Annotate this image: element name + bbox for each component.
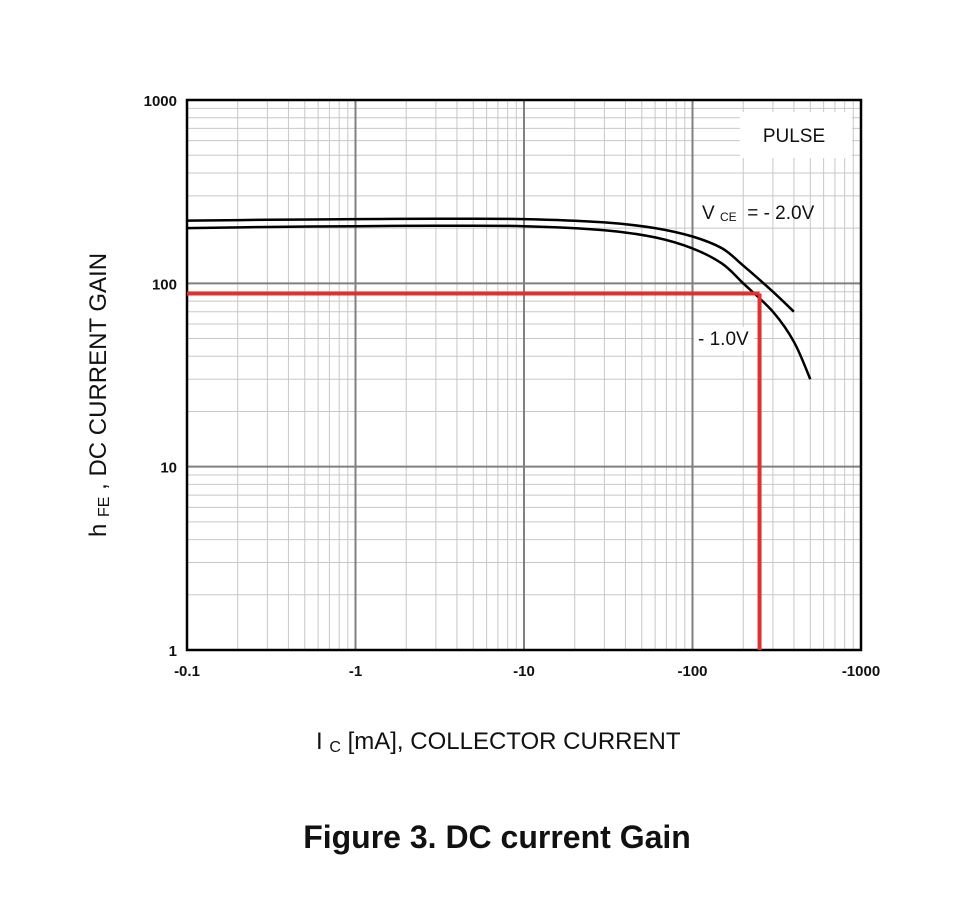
x-axis-title-sub: C (329, 739, 341, 756)
series-label-vce-2v-prefix: V (702, 203, 715, 224)
x-tick-labels: -0.1 -1 -10 -100 -1000 (174, 663, 880, 680)
x-axis-title: I C [mA], COLLECTOR CURRENT (316, 728, 681, 758)
y-tick-label: 100 (152, 276, 177, 293)
reference-lines (187, 291, 762, 650)
series-line-0 (186, 217, 795, 313)
y-tick-label: 10 (160, 460, 177, 477)
y-axis-title-sub: FE (96, 497, 113, 517)
series-layer (186, 217, 812, 380)
y-axis-title: h FE , DC CURRENT GAIN (85, 253, 115, 537)
series-label-1v: - 1.0V (698, 329, 749, 350)
y-tick-label: 1000 (144, 93, 177, 110)
figure-caption: Figure 3. DC current Gain (303, 819, 691, 855)
series-label-vce-2v-sub: CE (720, 210, 737, 224)
y-tick-label: 1 (169, 643, 177, 660)
x-tick-label: -100 (677, 663, 707, 680)
x-axis-title-prefix: I (316, 728, 323, 755)
legend-box: PULSE (740, 112, 852, 158)
legend-pulse-label: PULSE (763, 126, 825, 147)
plot-frame (185, 98, 863, 652)
y-axis-title-prefix: h (85, 524, 112, 537)
series-line-1 (186, 224, 812, 380)
x-tick-label: -10 (513, 663, 535, 680)
y-axis-title-suffix: , DC CURRENT GAIN (85, 253, 112, 490)
series-label-vce-2v-suffix: = - 2.0V (742, 203, 815, 224)
series-label-vce-2v: V CE = - 2.0V (702, 203, 815, 226)
x-axis-title-suffix: [mA], COLLECTOR CURRENT (348, 728, 681, 755)
y-tick-labels: 1 10 100 1000 (144, 93, 177, 660)
x-tick-label: -1000 (842, 663, 880, 680)
x-tick-label: -0.1 (174, 663, 200, 680)
x-tick-label: -1 (349, 663, 362, 680)
